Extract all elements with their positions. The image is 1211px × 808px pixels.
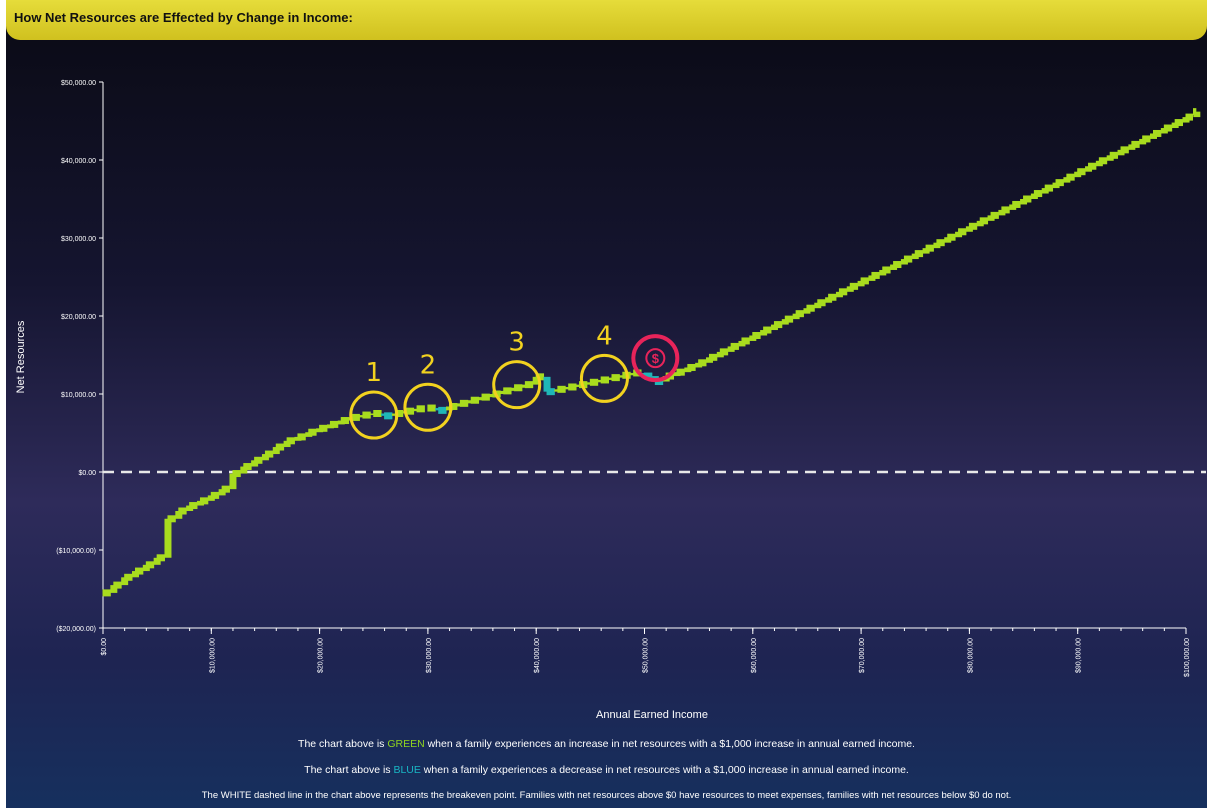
caption-blue-highlight: BLUE xyxy=(393,764,421,776)
y-tick-label: $10,000.00 xyxy=(61,392,96,399)
axis-layer: $50,000.00 $40,000.00 $30,000.00 $20,000.00… xyxy=(56,80,1206,677)
x-tick-label: $30,000.00 xyxy=(426,638,433,673)
callout-circle-4 xyxy=(579,353,629,403)
caption-blue: The chart above is BLUE when a family ex… xyxy=(6,764,1207,776)
x-tick-label: $100,000.00 xyxy=(1184,638,1191,677)
x-tick-label: $80,000.00 xyxy=(967,638,974,673)
callout-circle-1 xyxy=(349,390,399,440)
net-resources-chart: $50,000.00 $40,000.00 $30,000.00 $20,000.00… xyxy=(15,80,1206,721)
x-tick-label: $90,000.00 xyxy=(1076,638,1083,673)
callout-circle-3 xyxy=(492,360,542,410)
x-tick-label: $0.00 xyxy=(101,638,108,656)
y-tick-label: $0.00 xyxy=(78,470,96,477)
dollar-icon: $ xyxy=(652,351,660,366)
callout-circle-2 xyxy=(403,382,453,432)
caption-breakeven: The WHITE dashed line in the chart above… xyxy=(201,790,1012,801)
y-tick-label: ($10,000.00) xyxy=(56,548,96,555)
y-axis-label: Net Resources xyxy=(15,320,27,393)
chart-panel: How Net Resources are Effected by Change… xyxy=(6,0,1207,808)
y-tick-label: $50,000.00 xyxy=(61,80,96,87)
callout-dollar-circle xyxy=(631,334,680,383)
caption-blue-suffix: when a family experiences a decrease in … xyxy=(420,764,909,776)
x-tick-label: $70,000.00 xyxy=(859,638,866,673)
x-tick-label: $50,000.00 xyxy=(643,638,650,673)
chart-title: How Net Resources are Effected by Change… xyxy=(14,10,353,25)
x-tick-label: $40,000.00 xyxy=(534,638,541,673)
caption-green: The chart above is GREEN when a family e… xyxy=(6,738,1207,750)
x-tick-label: $20,000.00 xyxy=(318,638,325,673)
y-tick-label: $40,000.00 xyxy=(61,158,96,165)
x-axis-label: Annual Earned Income xyxy=(596,709,708,721)
callout-layer: 1 2 3 4 $ xyxy=(349,321,680,440)
y-tick-label: $30,000.00 xyxy=(61,236,96,243)
title-bar: How Net Resources are Effected by Change… xyxy=(6,0,1207,40)
callout-label-3: 3 xyxy=(508,328,525,358)
callout-label-1: 1 xyxy=(365,358,382,388)
y-tick-label: ($20,000.00) xyxy=(56,626,96,633)
x-tick-label: $60,000.00 xyxy=(751,638,758,673)
y-tick-label: $20,000.00 xyxy=(61,314,96,321)
callout-label-4: 4 xyxy=(596,321,613,351)
caption-green-prefix: The chart above is xyxy=(298,738,388,750)
dollar-icon-ring xyxy=(645,348,666,369)
callout-label-2: 2 xyxy=(420,350,437,380)
caption-green-highlight: GREEN xyxy=(387,738,425,750)
caption-green-suffix: when a family experiences an increase in… xyxy=(424,738,915,750)
x-tick-label: $10,000.00 xyxy=(209,638,216,673)
caption-blue-prefix: The chart above is xyxy=(304,764,394,776)
